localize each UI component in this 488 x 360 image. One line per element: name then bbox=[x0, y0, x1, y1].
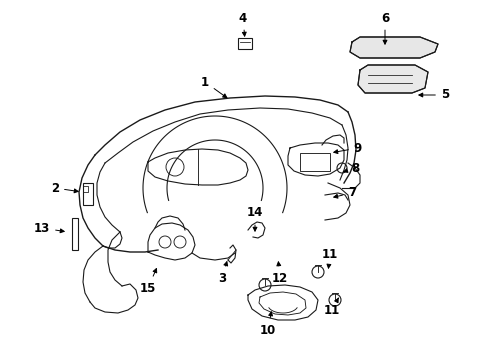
Text: 11: 11 bbox=[323, 298, 340, 316]
Text: 13: 13 bbox=[34, 221, 64, 234]
Bar bbox=[238, 38, 251, 49]
Bar bbox=[299, 153, 329, 171]
Text: 3: 3 bbox=[218, 262, 227, 284]
Text: 6: 6 bbox=[380, 12, 388, 44]
Text: 4: 4 bbox=[238, 12, 246, 36]
Text: 2: 2 bbox=[51, 181, 78, 194]
Text: 15: 15 bbox=[140, 269, 156, 294]
Text: 7: 7 bbox=[333, 186, 355, 199]
Text: 5: 5 bbox=[418, 89, 448, 102]
Bar bbox=[83, 183, 93, 205]
Bar bbox=[72, 218, 78, 250]
Text: 14: 14 bbox=[246, 207, 263, 231]
Text: 8: 8 bbox=[343, 162, 358, 175]
Text: 11: 11 bbox=[321, 248, 337, 268]
Polygon shape bbox=[349, 37, 437, 58]
Text: 9: 9 bbox=[333, 141, 362, 154]
Text: 12: 12 bbox=[271, 262, 287, 284]
Text: 10: 10 bbox=[259, 312, 276, 337]
Polygon shape bbox=[357, 65, 427, 93]
Text: 1: 1 bbox=[201, 76, 226, 98]
